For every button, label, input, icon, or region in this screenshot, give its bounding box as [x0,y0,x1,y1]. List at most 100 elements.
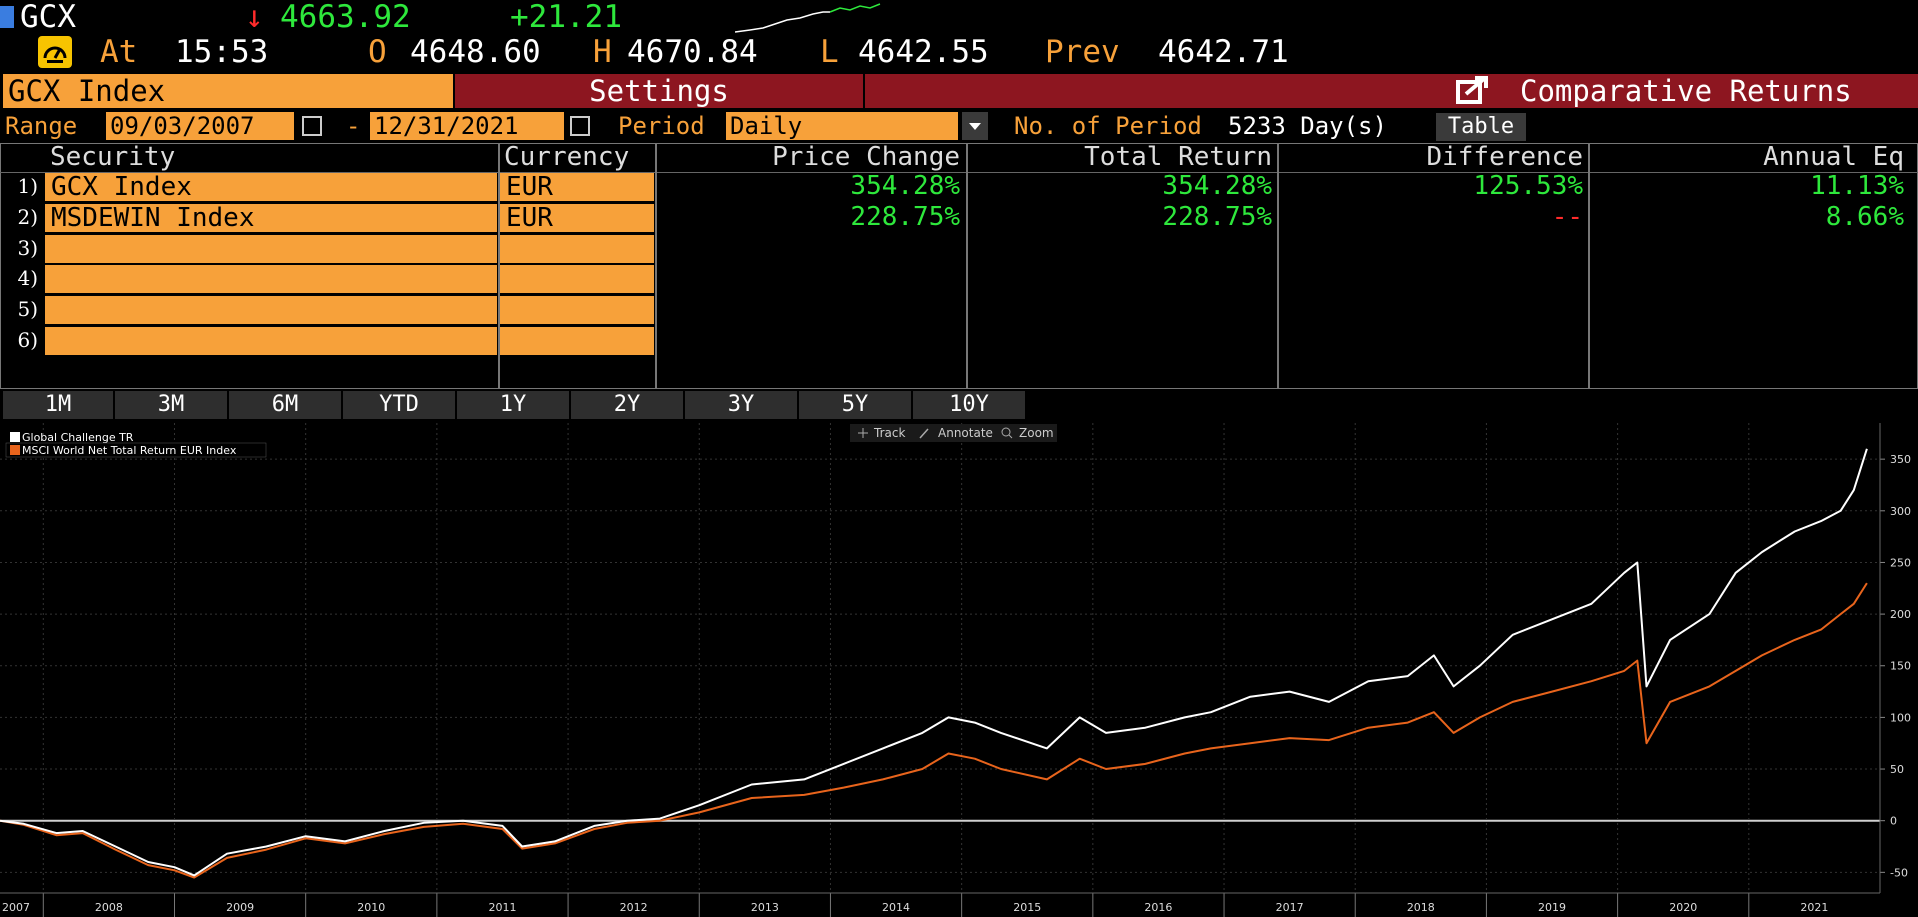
currency-input[interactable]: EUR [500,203,654,232]
currency-input[interactable] [500,327,654,355]
zoom-button[interactable]: Zoom [1019,426,1054,440]
col-header-annual-eq[interactable]: Annual Eq [1763,142,1904,172]
x-tick-label: 2014 [882,901,910,914]
calendar-icon[interactable] [302,116,322,136]
prev-close: 4642.71 [1158,34,1289,70]
low-label: L [820,34,839,70]
period-label: Period [618,112,705,140]
comparative-returns-chart[interactable]: -50 0 50 100 150 200 250 300 350 2007 2008 2009 2010… [0,423,1918,917]
col-header-currency[interactable]: Currency [504,142,630,172]
security-input[interactable]: MSDEWIN Index [45,203,497,232]
last-price: 4663.92 [280,0,411,35]
security-field[interactable]: GCX Index [3,74,453,108]
x-tick-label: 2021 [1800,901,1828,914]
pencil-icon[interactable] [919,428,929,439]
x-tick-label: 2013 [751,901,779,914]
security-input[interactable] [45,234,497,263]
ticker-flag [0,6,14,28]
y-tick-label: 300 [1890,505,1911,518]
period-buttons: 1M 3M 6M YTD 1Y 2Y 3Y 5Y 10Y [3,391,1027,419]
row-number: 6) [17,328,38,352]
start-date-field[interactable]: 09/03/2007 [106,112,294,140]
period-button-3y[interactable]: 3Y [685,391,799,419]
security-input[interactable] [45,327,497,355]
ticker-symbol: GCX [20,0,76,35]
y-tick-label: 250 [1890,556,1911,569]
y-tick-label: 350 [1890,453,1911,466]
function-name: Comparative Returns [1520,74,1852,108]
col-header-difference[interactable]: Difference [1426,142,1583,172]
security-input[interactable] [45,265,497,294]
col-header-total-return[interactable]: Total Return [1084,142,1272,172]
difference-value: -- [1551,201,1583,232]
col-header-security[interactable]: Security [50,142,176,172]
row-number: 4) [17,266,38,291]
price-change-value: 228.75% [850,201,960,232]
prev-label: Prev [1045,34,1120,70]
x-tick-label: 2016 [1144,901,1172,914]
series-line-msci-world [0,582,1868,879]
col-divider [966,143,968,389]
period-button-10y[interactable]: 10Y [913,391,1027,419]
range-label: Range [5,112,78,140]
security-input[interactable]: GCX Index [45,173,497,202]
period-button-1y[interactable]: 1Y [457,391,571,419]
settings-tab[interactable]: Settings [455,74,863,108]
at-label: At [100,34,138,70]
x-tick-label: 2007 [2,901,30,914]
legend-box [5,442,267,458]
period-button-6m[interactable]: 6M [229,391,343,419]
crosshair-icon[interactable] [858,428,868,438]
dropdown-arrow-icon[interactable] [962,112,988,140]
open-price: 4648.60 [410,34,541,70]
total-return-value: 228.75% [1162,201,1272,232]
annual-eq-value: 8.66% [1825,201,1904,232]
period-select[interactable]: Daily [726,112,958,140]
high-price: 4670.84 [627,34,758,70]
y-tick-label: 100 [1890,711,1911,724]
low-price: 4642.55 [858,34,989,70]
num-period-value: 5233 Day(s) [1228,112,1387,140]
col-divider [655,143,657,389]
high-label: H [593,34,612,70]
legend-gcx: Global Challenge TR [22,431,134,444]
currency-input[interactable] [500,265,654,294]
x-tick-label: 2017 [1276,901,1304,914]
speedometer-icon[interactable] [38,36,72,68]
period-button-3m[interactable]: 3M [115,391,229,419]
x-tick-label: 2009 [226,901,254,914]
period-button-5y[interactable]: 5Y [799,391,913,419]
col-header-price-change[interactable]: Price Change [772,142,960,172]
calendar-icon[interactable] [570,116,590,136]
currency-input[interactable] [500,296,654,325]
x-tick-label: 2012 [620,901,648,914]
row-number: 3) [17,235,38,260]
row-number: 5) [17,297,38,322]
open-label: O [368,34,387,70]
series-line-global-challenge [0,448,1868,877]
security-input[interactable] [45,296,497,325]
x-tick-label: 2018 [1407,901,1435,914]
period-button-ytd[interactable]: YTD [343,391,457,419]
currency-input[interactable]: EUR [500,173,654,202]
x-tick-label: 2019 [1538,901,1566,914]
x-tick-label: 2011 [488,901,516,914]
annotate-button[interactable]: Annotate [938,426,993,440]
row-number: 2) [17,204,38,229]
period-button-1m[interactable]: 1M [3,391,115,419]
track-button[interactable]: Track [873,426,905,440]
total-return-value: 354.28% [1162,171,1272,201]
legend-swatch-orange [10,445,20,455]
y-tick-label: -50 [1890,866,1908,879]
end-date-field[interactable]: 12/31/2021 [370,112,564,140]
x-tick-label: 2015 [1013,901,1041,914]
table-button[interactable]: Table [1436,113,1526,141]
table-header-rule [0,172,1918,173]
x-tick-label: 2008 [95,901,123,914]
currency-input[interactable] [500,234,654,263]
period-button-2y[interactable]: 2Y [571,391,685,419]
col-divider [1588,143,1590,389]
magnifier-icon[interactable] [1001,427,1013,439]
export-icon[interactable] [1455,76,1491,106]
function-title-bar [865,74,1918,108]
